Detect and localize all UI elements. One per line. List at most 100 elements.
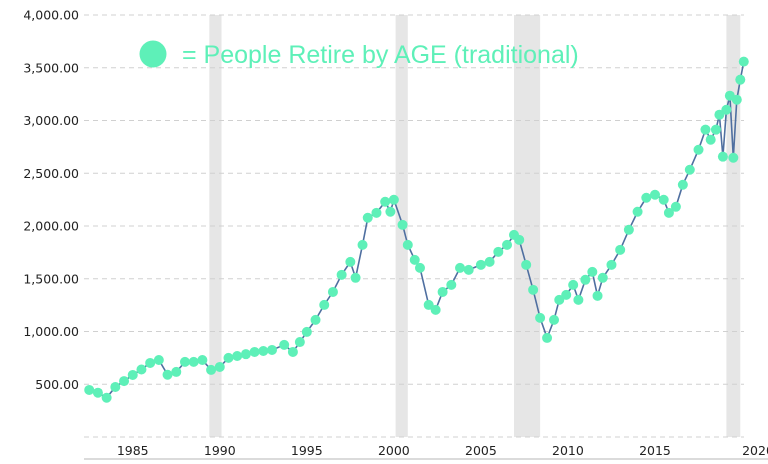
data-point: [362, 212, 373, 223]
data-point: [84, 384, 95, 395]
y-tick-label: 1,500.00: [23, 271, 79, 286]
data-point: [561, 289, 572, 300]
x-tick-label: 1995: [291, 443, 323, 458]
data-point: [670, 201, 681, 212]
data-point: [179, 356, 190, 367]
data-point: [319, 299, 330, 310]
data-point: [528, 284, 539, 295]
data-point: [279, 339, 290, 350]
data-point: [206, 364, 217, 375]
data-point: [731, 94, 742, 105]
data-point: [249, 346, 260, 357]
y-tick-label: 3,000.00: [23, 113, 79, 128]
data-point: [136, 364, 147, 375]
data-point: [153, 354, 164, 365]
data-point: [554, 294, 565, 305]
data-point: [92, 387, 103, 398]
data-point: [162, 369, 173, 380]
data-point: [414, 262, 425, 273]
data-point: [101, 392, 112, 403]
data-point: [397, 219, 408, 230]
data-point: [463, 264, 474, 275]
data-point: [606, 259, 617, 270]
data-point: [385, 206, 396, 217]
data-point: [717, 151, 728, 162]
data-point: [597, 272, 608, 283]
data-point: [615, 244, 626, 255]
data-point: [110, 381, 121, 392]
data-point: [514, 234, 525, 245]
x-tick-label: 2010: [552, 443, 584, 458]
y-tick-label: 1,000.00: [23, 324, 79, 339]
data-point: [371, 207, 382, 218]
y-tick-label: 2,500.00: [23, 166, 79, 181]
data-point: [223, 352, 234, 363]
data-point: [267, 344, 278, 355]
data-point: [388, 194, 399, 205]
data-point: [521, 259, 532, 270]
x-tick-label: 2000: [378, 443, 410, 458]
data-point: [700, 124, 711, 135]
data-point: [294, 337, 305, 348]
x-axis-ticks: 1985 1990 1995 2000 2005 2010 2015 2020: [117, 443, 768, 458]
data-point: [484, 256, 495, 267]
data-point: [735, 74, 746, 85]
y-tick-label: 4,000.00: [23, 8, 79, 23]
data-point: [402, 239, 413, 250]
series-line: [88, 61, 745, 399]
data-point: [568, 279, 579, 290]
data-point: [430, 304, 441, 315]
data-point: [592, 290, 603, 301]
legend-marker-icon: [139, 40, 167, 68]
y-axis-ticks: 500.00 1,000.00 1,500.00 2,000.00 2,500.00 3,…: [23, 8, 79, 392]
data-point: [580, 274, 591, 285]
data-point: [232, 350, 243, 361]
data-point: [145, 357, 156, 368]
data-point: [632, 206, 643, 217]
data-point: [663, 207, 674, 218]
data-point: [119, 376, 130, 387]
data-point: [721, 104, 732, 115]
data-point: [728, 152, 739, 163]
data-point: [446, 279, 457, 290]
data-point: [409, 254, 420, 265]
data-point: [197, 354, 208, 365]
data-point: [188, 356, 199, 367]
y-tick-label: 500.00: [35, 377, 79, 392]
data-point: [287, 346, 298, 357]
x-tick-label: 1985: [117, 443, 149, 458]
data-point: [423, 299, 434, 310]
legend-label: = People Retire by AGE (traditional): [182, 41, 579, 69]
y-tick-label: 3,500.00: [23, 60, 79, 75]
data-point: [171, 366, 182, 377]
data-point: [705, 134, 716, 145]
data-point: [345, 256, 356, 267]
data-point: [127, 369, 138, 380]
data-point: [693, 144, 704, 155]
data-point: [587, 266, 598, 277]
data-point: [684, 164, 695, 175]
data-point: [380, 196, 391, 207]
data-point: [350, 272, 361, 283]
data-point: [301, 326, 312, 337]
data-point: [502, 239, 513, 250]
data-point: [240, 349, 251, 360]
data-point: [327, 286, 338, 297]
data-point: [258, 346, 269, 357]
data-point: [542, 332, 553, 343]
data-point: [573, 294, 584, 305]
data-point: [437, 286, 448, 297]
gridlines: [84, 14, 744, 438]
data-point: [714, 109, 725, 120]
data-point: [310, 314, 321, 325]
data-point: [738, 56, 749, 67]
series-markers: [84, 56, 749, 403]
data-point: [549, 314, 560, 325]
data-point: [336, 269, 347, 280]
data-point: [649, 189, 660, 200]
data-point: [677, 179, 688, 190]
x-tick-label: 1990: [204, 443, 236, 458]
data-point: [493, 246, 504, 257]
data-point: [357, 239, 368, 250]
